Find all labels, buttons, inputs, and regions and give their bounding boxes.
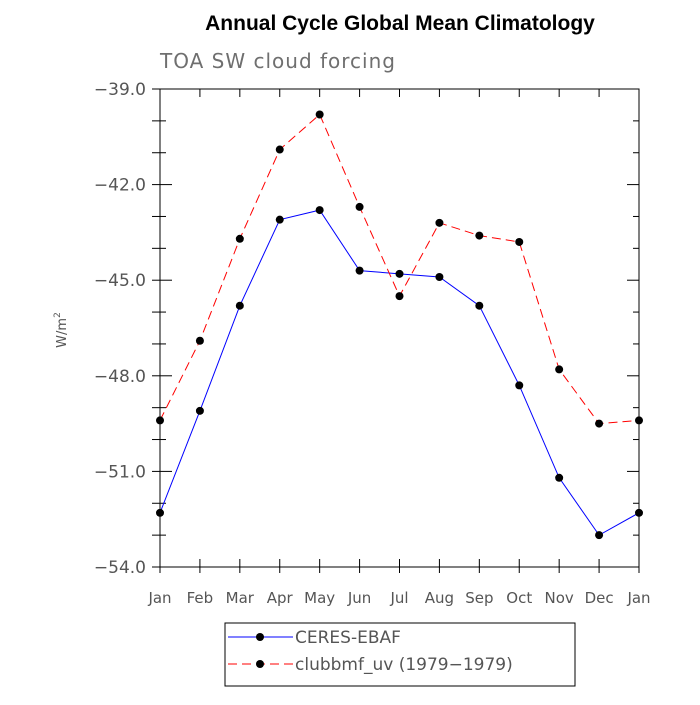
y-axis-label: W/m2 xyxy=(53,312,70,348)
data-point xyxy=(235,301,244,310)
data-point xyxy=(515,237,524,246)
y-tick-label: −42.0 xyxy=(94,176,146,196)
data-point xyxy=(275,215,284,224)
y-tick-label: −51.0 xyxy=(94,462,146,482)
data-point xyxy=(475,301,484,310)
x-tick-label: Jul xyxy=(389,589,408,607)
series-line xyxy=(159,113,640,425)
data-point xyxy=(595,419,604,428)
y-tick-label: −48.0 xyxy=(94,367,146,387)
x-tick-label: Aug xyxy=(425,589,454,607)
legend-label: CERES-EBAF xyxy=(295,628,401,648)
data-point xyxy=(635,416,643,425)
data-point xyxy=(435,218,444,227)
data-point xyxy=(475,231,484,240)
x-tick-label: Jan xyxy=(626,589,650,607)
x-tick-label: Apr xyxy=(267,589,294,607)
series-line xyxy=(159,209,640,536)
y-tick-label: −54.0 xyxy=(94,558,146,578)
x-tick-label: Sep xyxy=(465,589,493,607)
x-tick-label: Nov xyxy=(545,589,574,607)
data-point xyxy=(555,473,564,482)
data-point xyxy=(515,381,524,390)
data-point xyxy=(595,531,604,540)
data-point xyxy=(315,110,324,119)
data-point xyxy=(395,269,404,278)
data-point xyxy=(435,273,444,282)
legend-marker xyxy=(256,633,264,641)
series-1 xyxy=(156,110,643,428)
y-tick-label: −45.0 xyxy=(94,271,146,291)
data-point xyxy=(555,365,564,374)
data-point xyxy=(195,336,204,345)
legend-marker xyxy=(256,660,264,668)
series-layer xyxy=(156,110,643,540)
x-tick-label: Oct xyxy=(506,589,532,607)
x-tick-label: May xyxy=(304,589,335,607)
data-point xyxy=(355,266,364,275)
x-tick-label: Jan xyxy=(147,589,171,607)
x-tick-label: Dec xyxy=(585,589,614,607)
chart-subtitle: TOA SW cloud forcing xyxy=(159,49,396,73)
x-tick-label: Mar xyxy=(226,589,255,607)
data-point xyxy=(156,508,164,517)
series-0 xyxy=(156,206,643,540)
data-point xyxy=(355,202,364,211)
data-point xyxy=(275,145,284,154)
chart-title: Annual Cycle Global Mean Climatology xyxy=(205,12,595,35)
x-tick-label: Jun xyxy=(347,589,371,607)
data-point xyxy=(395,292,404,301)
data-point xyxy=(315,206,324,215)
data-point xyxy=(235,234,244,243)
y-tick-label: −39.0 xyxy=(94,80,146,100)
legend-label: clubbmf_uv (1979−1979) xyxy=(295,655,513,675)
data-point xyxy=(156,416,164,425)
legend-box xyxy=(224,622,576,687)
data-point xyxy=(195,406,204,415)
legend: CERES-EBAF clubbmf_uv (1979−1979) xyxy=(224,622,576,687)
x-tick-label: Feb xyxy=(187,589,214,607)
data-point xyxy=(635,508,643,517)
